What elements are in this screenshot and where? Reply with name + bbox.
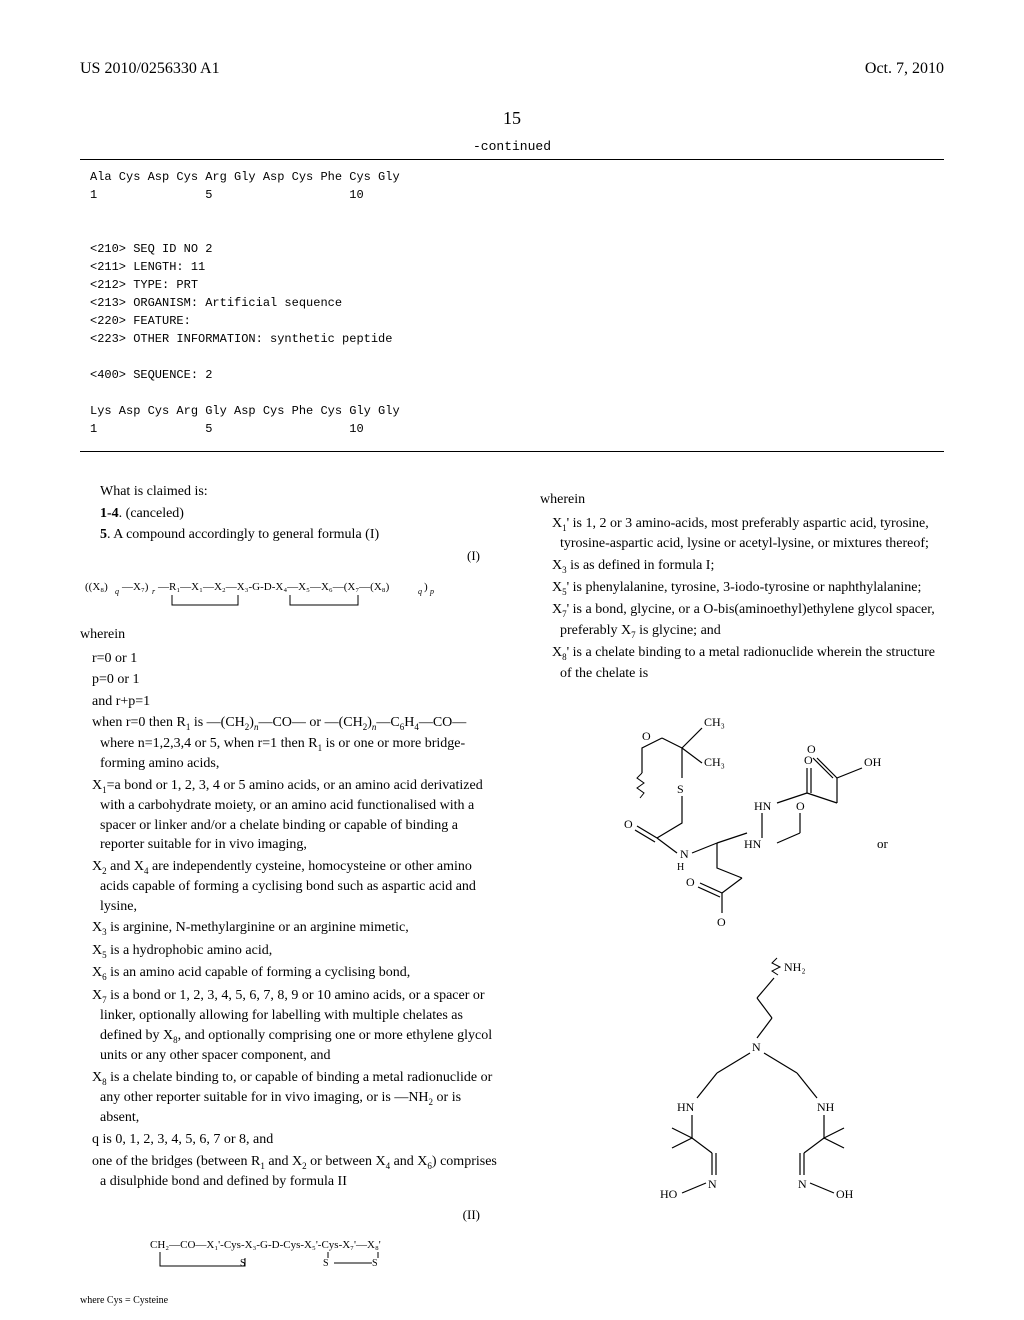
svg-text:O: O bbox=[796, 799, 805, 813]
svg-text:S: S bbox=[677, 782, 684, 796]
svg-text:O: O bbox=[807, 742, 816, 756]
svg-text:N: N bbox=[798, 1177, 807, 1191]
svg-text:S: S bbox=[372, 1258, 378, 1269]
svg-text:O: O bbox=[686, 875, 695, 889]
svg-text:O: O bbox=[717, 915, 726, 928]
sequence-1: Ala Cys Asp Cys Arg Gly Asp Cys Phe Cys … bbox=[0, 160, 1024, 446]
divider-bottom bbox=[80, 451, 944, 452]
x2x4-definition: X2 and X4 are independently cysteine, ho… bbox=[80, 857, 500, 917]
cys-note: where Cys = Cysteine bbox=[80, 1294, 500, 1308]
svg-text:N: N bbox=[752, 1040, 761, 1054]
x3p-definition: X3 is as defined in formula I; bbox=[540, 556, 944, 576]
svg-text:HN: HN bbox=[754, 799, 772, 813]
x6-definition: X6 is an amino acid capable of forming a… bbox=[80, 963, 500, 983]
right-column: wherein X1' is 1, 2 or 3 amino-acids, mo… bbox=[540, 482, 944, 1308]
formula-II: CH₂—CO—X₁'-Cys-X₃-G-D-Cys-X₅'-Cys-X₇'—X₈… bbox=[80, 1234, 500, 1284]
wherein-right: wherein bbox=[540, 490, 944, 510]
page-header: US 2010/0256330 A1 Oct. 7, 2010 bbox=[0, 0, 1024, 88]
r-definition: r=0 or 1 bbox=[80, 649, 500, 669]
x5p-definition: X5' is phenylalanine, tyrosine, 3-iodo-t… bbox=[540, 578, 944, 598]
svg-text:q: q bbox=[418, 587, 422, 596]
claim-5: 5. A compound accordingly to general for… bbox=[80, 525, 500, 545]
svg-text:CH₃: CH₃ bbox=[704, 715, 725, 729]
formula-II-label: (II) bbox=[80, 1206, 500, 1224]
publication-date: Oct. 7, 2010 bbox=[865, 60, 944, 78]
svg-text:or: or bbox=[877, 836, 889, 851]
svg-text:OH: OH bbox=[864, 755, 882, 769]
svg-text:((X₈): ((X₈) bbox=[85, 581, 108, 593]
rp-definition: and r+p=1 bbox=[80, 692, 500, 712]
wherein-left: wherein bbox=[80, 625, 500, 645]
x3-definition: X3 is arginine, N-methylarginine or an a… bbox=[80, 918, 500, 938]
svg-text:CH₃: CH₃ bbox=[704, 755, 725, 769]
p-definition: p=0 or 1 bbox=[80, 670, 500, 690]
chelate-structure-1: CH₃ O CH₃ S O N H bbox=[540, 698, 944, 928]
svg-text:O: O bbox=[624, 817, 633, 831]
svg-text:p: p bbox=[429, 587, 434, 596]
x5-definition: X5 is a hydrophobic amino acid, bbox=[80, 941, 500, 961]
x7-definition: X7 is a bond or 1, 2, 3, 4, 5, 6, 7, 8, … bbox=[80, 986, 500, 1066]
x1-definition: X1=a bond or 1, 2, 3, 4 or 5 amino acids… bbox=[80, 776, 500, 855]
svg-text:O: O bbox=[642, 729, 651, 743]
svg-text:S: S bbox=[323, 1258, 329, 1269]
page-number: 15 bbox=[0, 108, 1024, 129]
formula-I: ((X₈) q —X₇) r —R₁—X₁—X₂—X₃-G-D-X₄—X₅—X₆… bbox=[80, 575, 500, 615]
two-column-layout: What is claimed is: 1-4. (canceled) 5. A… bbox=[0, 472, 1024, 1318]
svg-text:S: S bbox=[240, 1258, 246, 1269]
svg-text:CH₂—CO—X₁'-Cys-X₃-G-D-Cys-X₅'-: CH₂—CO—X₁'-Cys-X₃-G-D-Cys-X₅'-Cys-X₇'—X₈… bbox=[150, 1239, 381, 1251]
svg-text:N: N bbox=[708, 1177, 717, 1191]
left-column: What is claimed is: 1-4. (canceled) 5. A… bbox=[80, 482, 500, 1308]
svg-text:NH₂: NH₂ bbox=[784, 960, 806, 974]
claims-1-4: 1-4. (canceled) bbox=[80, 504, 500, 524]
svg-text:q: q bbox=[115, 587, 119, 596]
svg-text:r: r bbox=[152, 587, 156, 596]
claimed-heading: What is claimed is: bbox=[80, 482, 500, 502]
publication-number: US 2010/0256330 A1 bbox=[80, 60, 220, 78]
x8-definition: X8 is a chelate binding to, or capable o… bbox=[80, 1068, 500, 1128]
svg-text:N: N bbox=[680, 847, 689, 861]
formula-I-label: (I) bbox=[80, 547, 500, 565]
svg-text:OH: OH bbox=[836, 1187, 854, 1201]
bridge-definition: one of the bridges (between R1 and X2 or… bbox=[80, 1152, 500, 1192]
svg-text:—R₁—X₁—X₂—X₃-G-D-X₄—X₅—X₆—(X₇—: —R₁—X₁—X₂—X₃-G-D-X₄—X₅—X₆—(X₇—(X₈) bbox=[157, 581, 390, 593]
q-definition: q is 0, 1, 2, 3, 4, 5, 6, 7 or 8, and bbox=[80, 1130, 500, 1150]
svg-text:HN: HN bbox=[677, 1100, 695, 1114]
x1p-definition: X1' is 1, 2 or 3 amino-acids, most prefe… bbox=[540, 514, 944, 554]
r0-definition: when r=0 then R1 is —(CH2)n—CO— or —(CH2… bbox=[80, 713, 500, 773]
x8p-definition: X8' is a chelate binding to a metal radi… bbox=[540, 643, 944, 683]
svg-text:H: H bbox=[677, 862, 684, 873]
svg-text:—X₇): —X₇) bbox=[121, 581, 149, 593]
svg-text:NH: NH bbox=[817, 1100, 835, 1114]
x7p-definition: X7' is a bond, glycine, or a O-bis(amino… bbox=[540, 600, 944, 641]
svg-text:): ) bbox=[424, 581, 428, 593]
svg-text:HN: HN bbox=[744, 837, 762, 851]
svg-text:HO: HO bbox=[660, 1187, 678, 1201]
chelate-structure-2: NH₂ N HN NH bbox=[540, 943, 944, 1203]
continued-label: -continued bbox=[0, 139, 1024, 154]
